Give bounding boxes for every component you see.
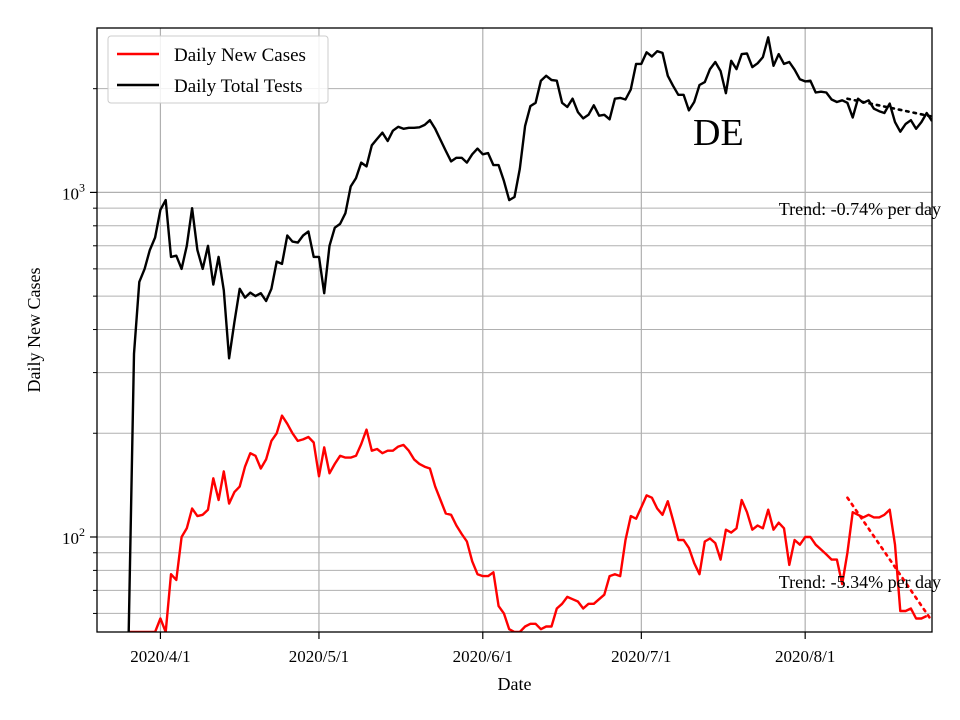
legend-label: Daily Total Tests [174,76,303,97]
x-tick-label: 2020/4/1 [130,647,190,666]
x-tick-label: 2020/5/1 [289,647,349,666]
x-tick-label: 2020/7/1 [611,647,671,666]
y-axis-title: Daily New Cases [24,268,44,393]
grid [97,28,932,632]
region-label: DE [693,112,744,154]
trend-line [846,496,932,623]
series-line-daily-total-tests [127,36,932,632]
trend-label: Trend: -0.74% per day [779,199,941,219]
legend-label: Daily New Cases [174,45,306,66]
trend-layer: Trend: -0.74% per day Trend: -5.34% per d… [779,97,941,623]
series-layer [127,36,932,632]
axes: 102 103 2020/4/1 2020/5/1 2020/6/1 2020/7/1 20… [62,88,835,666]
trend-label: Trend: -5.34% per day [779,572,941,592]
y-tick-label: 102 [62,525,85,548]
legend-box [107,35,329,104]
series-line-daily-new-cases [128,414,928,632]
legend: Daily New Cases Daily Total Tests [107,35,329,104]
x-tick-label: 2020/6/1 [453,647,513,666]
y-tick-label: 103 [62,180,85,203]
trend-line [846,97,932,118]
x-tick-label: 2020/8/1 [775,647,835,666]
x-axis-title: Date [498,674,532,694]
